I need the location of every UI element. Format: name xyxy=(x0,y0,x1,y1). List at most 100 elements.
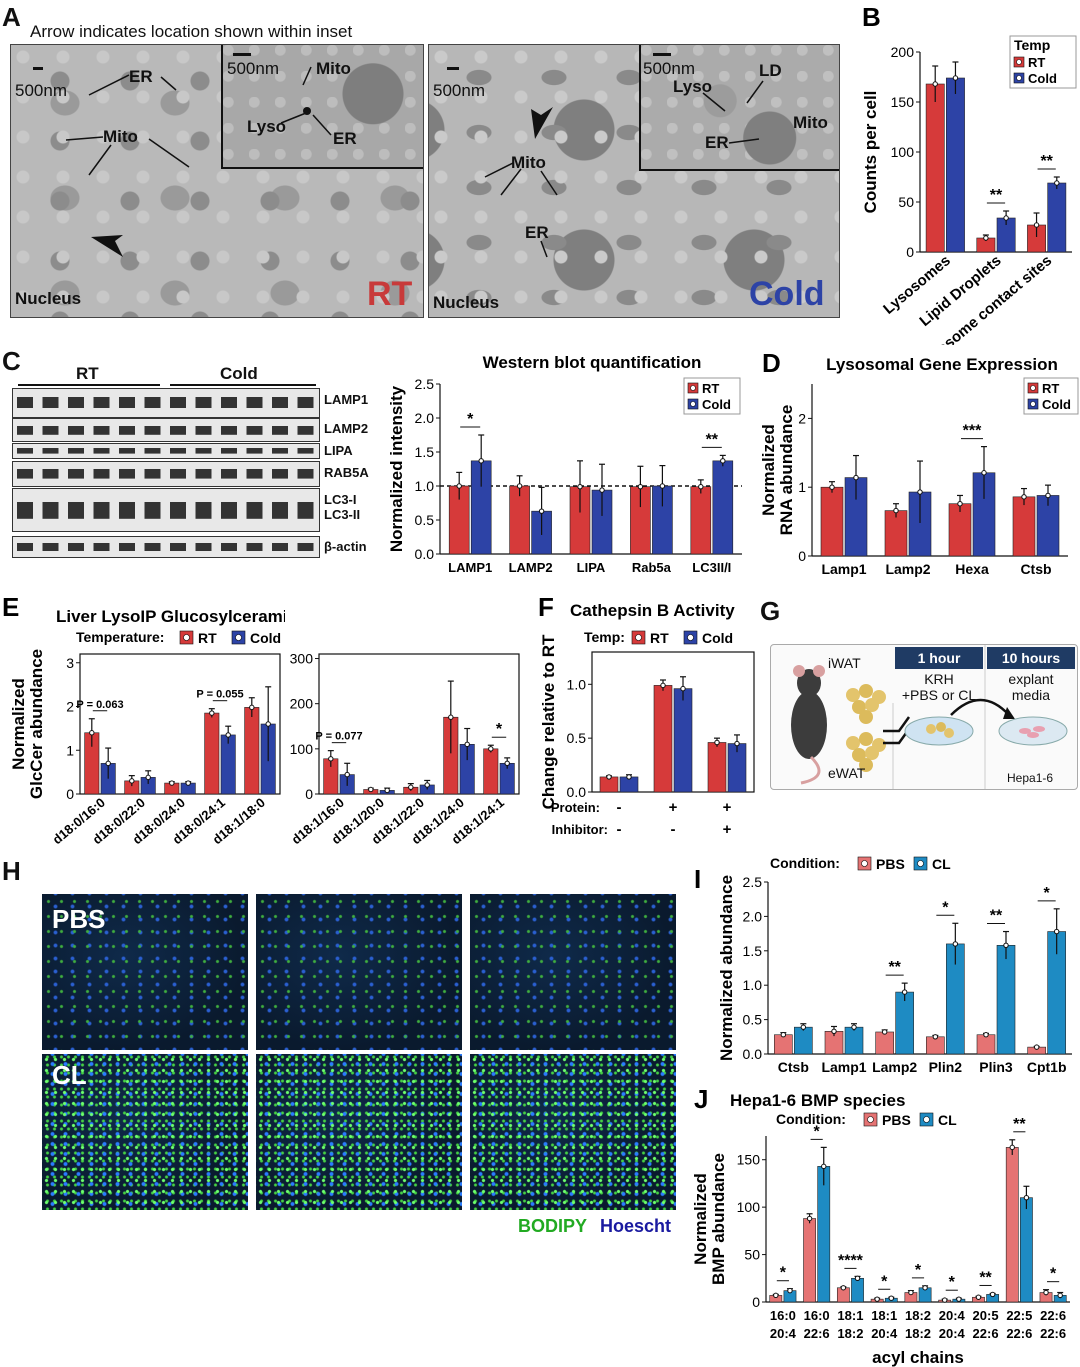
x-tick-label: 22:6 xyxy=(804,1326,830,1341)
data-point xyxy=(626,774,632,780)
data-point xyxy=(105,760,111,767)
bar-pbs xyxy=(875,1031,894,1055)
x-tick-label: 20:4 xyxy=(770,1326,797,1341)
inhibitor-row-value: - xyxy=(617,821,622,838)
data-point xyxy=(854,1275,861,1281)
protein-row-value: + xyxy=(669,799,678,816)
dish-icon xyxy=(904,716,974,746)
data-point xyxy=(408,784,414,790)
y-tick-label: 0.5 xyxy=(415,512,435,528)
bar-cold xyxy=(220,734,236,795)
y-tick-label: 0.5 xyxy=(743,1012,763,1028)
data-point xyxy=(209,710,215,716)
y-tick-label: 0.0 xyxy=(415,546,435,562)
data-point xyxy=(456,483,462,489)
bar-cold xyxy=(712,460,734,555)
panel-f-label: F xyxy=(538,592,554,622)
x-tick-label: 22:6 xyxy=(973,1326,999,1341)
data-point xyxy=(952,941,959,947)
legend-entry: Cold xyxy=(250,630,281,646)
data-point xyxy=(1003,942,1009,948)
y-tick-label: 1.0 xyxy=(567,676,587,692)
x-tick-label: Lamp1 xyxy=(821,561,866,577)
wb-group-rt: RT xyxy=(76,364,99,383)
y-tick-label: 300 xyxy=(290,651,314,667)
y-axis-label: Normalized intensity xyxy=(387,385,406,552)
data-point xyxy=(1033,1044,1040,1050)
legend-marker xyxy=(1016,59,1022,65)
x-tick-label: 20:5 xyxy=(973,1308,999,1323)
data-point xyxy=(901,989,908,995)
y-axis-label: RNA abundance xyxy=(777,405,796,536)
inset-scale-bar xyxy=(233,53,251,56)
data-point xyxy=(714,739,720,746)
y-tick-label: 50 xyxy=(898,194,914,210)
x-tick-label: 18:1 xyxy=(871,1308,897,1323)
legend-entry: Cold xyxy=(1042,397,1071,412)
bar-cold xyxy=(673,688,693,793)
data-point xyxy=(983,1032,989,1038)
y-tick-label: 1 xyxy=(798,479,806,495)
ewat-label: eWAT xyxy=(828,765,866,781)
inset-ld-label: LD xyxy=(759,61,782,80)
bar-cl xyxy=(817,1166,831,1303)
inset-scale-label: 500nm xyxy=(643,59,695,78)
data-point xyxy=(344,771,350,778)
plot-frame xyxy=(79,653,281,795)
data-point xyxy=(1045,492,1051,499)
data-point xyxy=(368,786,374,793)
legend-marker xyxy=(635,634,642,641)
chart-title: Cathepsin B Activity xyxy=(570,601,735,620)
y-axis-label: Change relative to RT xyxy=(539,634,558,809)
x-tick-label: 16:0 xyxy=(770,1308,796,1323)
wb-group-line-cold xyxy=(170,384,316,386)
plot-frame xyxy=(318,653,520,795)
legend-marker xyxy=(1030,401,1036,407)
y-axis-label: Normalized abundance xyxy=(717,875,736,1061)
bar-rt xyxy=(653,685,673,793)
data-point xyxy=(328,756,334,762)
significance-label: P = 0.077 xyxy=(315,731,362,743)
condition-label-rt: RT xyxy=(367,275,413,313)
data-point xyxy=(145,774,151,781)
data-point xyxy=(888,1295,895,1301)
data-point xyxy=(538,508,545,514)
significance-label: ** xyxy=(888,959,901,976)
significance-label: * xyxy=(496,721,503,738)
significance-label: * xyxy=(949,1274,956,1291)
data-point xyxy=(448,714,454,720)
iwat-label: iWAT xyxy=(828,655,861,671)
bar-cl xyxy=(844,1026,864,1055)
wb-strip xyxy=(12,418,320,442)
panel-a-label: A xyxy=(2,2,21,32)
em-inset-rt xyxy=(221,45,423,169)
em-image-rt: 500nm 500nm ER Mito Mito Lyso ER Nucleus… xyxy=(10,44,424,318)
data-point xyxy=(800,1024,807,1030)
chart-c: Western blot quantification 0.0 0.5 1.0 1.5 2… xyxy=(387,353,742,575)
y-tick-label: 1.0 xyxy=(743,977,763,993)
condition-label-cold: Cold xyxy=(749,275,825,313)
wb-row-label: RAB5A xyxy=(324,465,369,480)
legend-entry: Cold xyxy=(702,630,733,646)
legend-entry: PBS xyxy=(882,1112,911,1128)
x-tick-label: Plin2 xyxy=(929,1059,963,1075)
data-point xyxy=(185,780,191,786)
legend-marker xyxy=(690,401,696,407)
hoescht-label: Hoescht xyxy=(600,1216,672,1236)
data-point xyxy=(1033,222,1040,228)
em-annotation-lines-rt xyxy=(65,66,332,257)
data-point xyxy=(952,75,959,81)
fluorescence-image-pbs xyxy=(470,894,676,1050)
inset-scale-bar xyxy=(653,53,671,56)
iwat-fat-icon xyxy=(846,684,886,724)
x-tick-label: Plin3 xyxy=(979,1059,1013,1075)
x-tick-label: Ctsb xyxy=(1020,561,1051,577)
x-tick-label: Lamp2 xyxy=(885,561,930,577)
chart-title: Liver LysoIP Glucosylceramide species xyxy=(56,607,285,626)
x-tick-label: Hexa xyxy=(955,561,989,577)
y-axis-label: Counts per cell xyxy=(861,91,880,214)
y-tick-label: 2 xyxy=(66,699,74,715)
step1-text-b: +PBS or CL xyxy=(901,687,977,703)
